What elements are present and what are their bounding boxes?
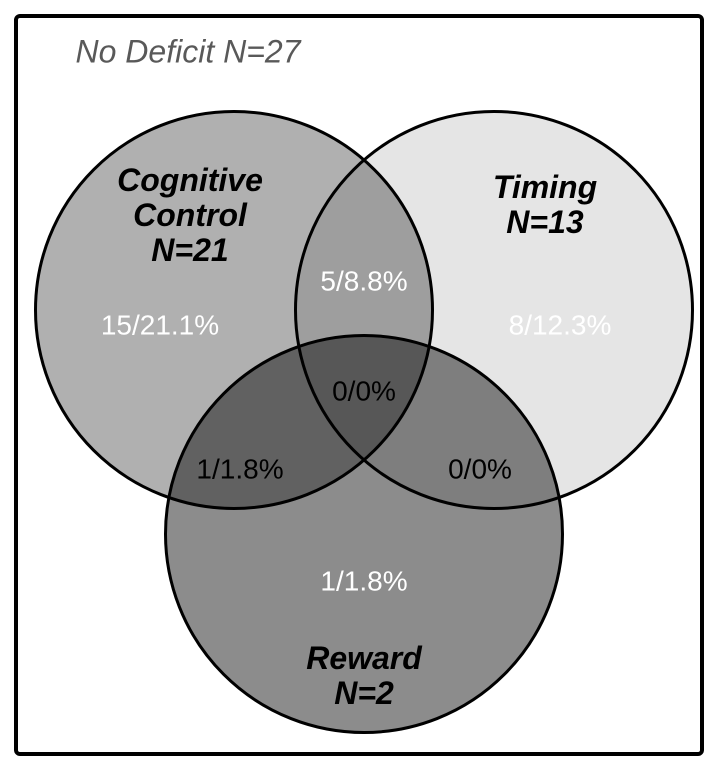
- value-cognitive-reward: 1/1.8%: [196, 455, 283, 486]
- circle-label-cognitive-control: Cognitive Control N=21: [117, 163, 263, 269]
- value-cognitive-timing: 5/8.8%: [320, 267, 407, 298]
- circle-label-timing: Timing N=13: [493, 170, 597, 240]
- circle-label-reward: Reward N=2: [306, 641, 422, 711]
- value-reward-only: 1/1.8%: [320, 567, 407, 598]
- value-timing-reward: 0/0%: [448, 455, 512, 486]
- value-cognitive-only: 15/21.1%: [101, 311, 219, 342]
- value-all-three: 0/0%: [332, 377, 396, 408]
- header-label: No Deficit N=27: [76, 34, 301, 69]
- value-timing-only: 8/12.3%: [509, 311, 612, 342]
